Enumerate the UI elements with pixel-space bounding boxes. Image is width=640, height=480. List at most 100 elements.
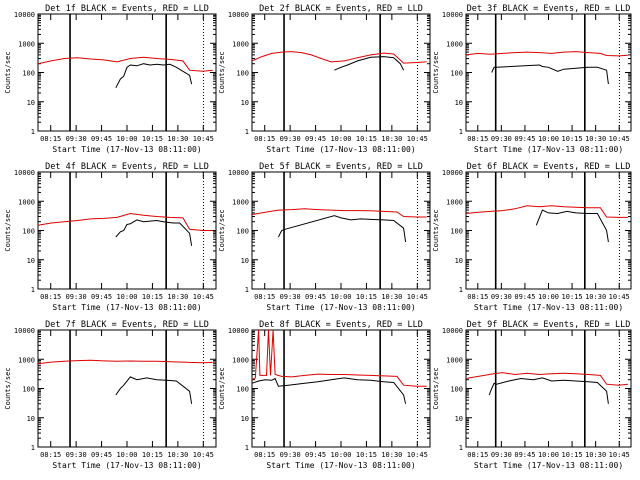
x-tick-label: 10:15: [356, 293, 377, 301]
x-tick-label: 08:15: [40, 135, 61, 143]
x-tick-label: 09:30: [491, 451, 512, 459]
series-lld: [465, 51, 628, 57]
x-axis-label: Start Time (17-Nov-13 08:11:00): [266, 145, 415, 154]
y-tick-label: 1000: [446, 356, 463, 364]
y-tick-label: 1: [459, 286, 463, 294]
y-tick-label: 10: [27, 257, 35, 265]
y-tick-label: 10: [241, 257, 249, 265]
panel-8: Det 8f BLACK = Events, RED = LLD 1 10 100 10…: [218, 320, 431, 470]
x-tick-label: 10:30: [381, 293, 402, 301]
y-tick-label: 10: [27, 99, 35, 107]
series-events: [115, 376, 193, 404]
y-tick-label: 100: [450, 228, 463, 236]
y-tick-label: 10000: [14, 169, 35, 177]
y-tick-label: 10: [241, 415, 249, 423]
x-axis-label: Start Time (17-Nov-13 08:11:00): [52, 303, 201, 312]
panel-title: Det 6f BLACK = Events, RED = LLD: [467, 162, 631, 172]
y-tick-label: 100: [22, 70, 35, 78]
y-tick-label: 100: [236, 70, 249, 78]
panel-6: Det 6f BLACK = Events, RED = LLD 1 10 100 10…: [432, 162, 632, 312]
x-tick-label: 09:30: [66, 451, 87, 459]
x-tick-label: 09:30: [491, 293, 512, 301]
x-tick-label: 08:15: [254, 451, 275, 459]
x-tick-label: 09:45: [91, 451, 112, 459]
x-axis-label: Start Time (17-Nov-13 08:11:00): [52, 145, 201, 154]
x-tick-label: 10:30: [585, 135, 606, 143]
series-lld: [37, 212, 213, 231]
panel-title: Det 7f BLACK = Events, RED = LLD: [45, 320, 209, 330]
series-lld: [251, 51, 427, 64]
plot-frame: [465, 329, 632, 448]
panel-title: Det 1f BLACK = Events, RED = LLD: [45, 4, 209, 14]
y-axis-label: Counts/sec: [432, 367, 440, 409]
y-tick-label: 10: [27, 415, 35, 423]
x-tick-label: 10:45: [193, 451, 214, 459]
plot-frame: [251, 171, 431, 290]
y-tick-label: 10000: [14, 327, 35, 335]
y-tick-label: 100: [22, 228, 35, 236]
y-axis-label: Counts/sec: [4, 367, 12, 409]
x-tick-label: 10:15: [142, 451, 163, 459]
x-tick-label: 09:30: [280, 135, 301, 143]
x-axis-label: Start Time (17-Nov-13 08:11:00): [266, 303, 415, 312]
series-events: [115, 63, 193, 89]
x-tick-label: 09:45: [91, 135, 112, 143]
series-events: [277, 215, 407, 243]
x-tick-label: 10:00: [116, 451, 137, 459]
x-tick-label: 10:00: [538, 135, 559, 143]
y-axis-label: Counts/sec: [432, 51, 440, 93]
x-tick-label: 10:30: [381, 451, 402, 459]
x-tick-label: 09:45: [91, 293, 112, 301]
y-tick-label: 1000: [232, 356, 249, 364]
y-tick-label: 10000: [442, 327, 463, 335]
plot-frame: [251, 329, 431, 448]
y-tick-label: 100: [22, 386, 35, 394]
series-events: [488, 377, 609, 404]
panel-title: Det 8f BLACK = Events, RED = LLD: [259, 320, 423, 330]
series-events: [491, 64, 609, 85]
y-tick-label: 100: [236, 228, 249, 236]
x-tick-label: 10:30: [167, 451, 188, 459]
panel-5: Det 5f BLACK = Events, RED = LLD 1 10 100 10…: [218, 162, 431, 312]
plot-frame: [251, 13, 431, 132]
y-tick-label: 1: [31, 444, 35, 452]
panel-title: Det 4f BLACK = Events, RED = LLD: [45, 162, 209, 172]
y-tick-label: 1: [245, 128, 249, 136]
x-axis-label: Start Time (17-Nov-13 08:11:00): [474, 303, 623, 312]
series-lld: [37, 359, 213, 365]
series-lld: [37, 56, 213, 72]
x-tick-label: 10:15: [142, 293, 163, 301]
y-tick-label: 1: [31, 128, 35, 136]
y-tick-label: 10: [241, 99, 249, 107]
y-tick-label: 10: [455, 415, 463, 423]
panel-title: Det 5f BLACK = Events, RED = LLD: [259, 162, 423, 172]
plot-frame: [37, 329, 217, 448]
y-tick-label: 10: [455, 257, 463, 265]
y-tick-label: 10000: [228, 169, 249, 177]
panel-1: Det 1f BLACK = Events, RED = LLD 1 10 100 10…: [4, 4, 217, 154]
x-tick-label: 10:15: [142, 135, 163, 143]
x-tick-label: 10:45: [407, 135, 428, 143]
x-tick-label: 09:30: [491, 135, 512, 143]
y-tick-label: 1000: [446, 198, 463, 206]
series-lld: [465, 372, 628, 386]
panel-title: Det 9f BLACK = Events, RED = LLD: [467, 320, 631, 330]
y-axis-label: Counts/sec: [218, 367, 226, 409]
x-tick-label: 10:15: [562, 451, 583, 459]
x-tick-label: 09:45: [305, 293, 326, 301]
y-tick-label: 1: [245, 444, 249, 452]
y-tick-label: 10000: [14, 11, 35, 19]
x-tick-label: 09:45: [305, 135, 326, 143]
y-tick-label: 10000: [442, 11, 463, 19]
x-tick-label: 09:45: [514, 451, 535, 459]
y-tick-label: 1: [459, 128, 463, 136]
x-tick-label: 10:30: [167, 135, 188, 143]
x-tick-label: 09:30: [280, 293, 301, 301]
series-events: [334, 56, 405, 71]
series-events: [535, 209, 609, 243]
panel-title: Det 2f BLACK = Events, RED = LLD: [259, 4, 423, 14]
x-tick-label: 10:15: [562, 293, 583, 301]
y-tick-label: 100: [236, 386, 249, 394]
x-tick-label: 10:00: [330, 451, 351, 459]
